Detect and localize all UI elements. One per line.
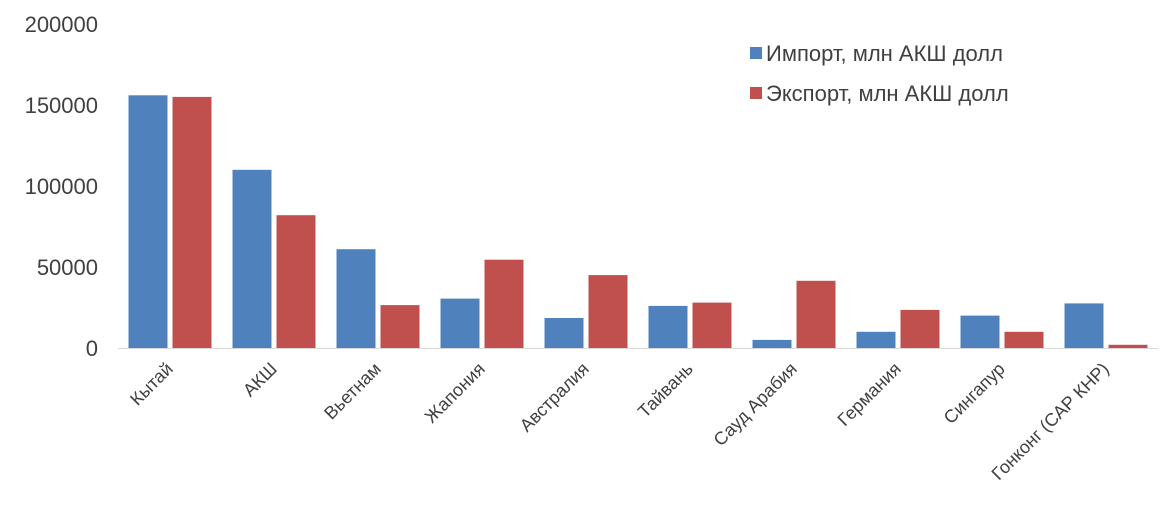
bar-export [484,259,524,348]
y-tick-label: 100000 [25,174,98,199]
bar-import [1064,303,1104,348]
bar-export [588,275,628,348]
bar-export [1004,331,1044,348]
x-tick-label: Вьетнам [320,359,385,424]
x-tick-label: Германия [834,359,905,430]
x-tick-label: Гонконг (САР КНР) [988,359,1113,484]
bar-export [172,96,212,349]
bar-import [960,315,1000,348]
y-tick-label: 150000 [25,93,98,118]
x-tick-label: Австралия [516,359,593,436]
bar-export [796,280,836,348]
x-tick-label: Тайвань [634,359,697,422]
bar-export [900,309,940,348]
x-tick-label: Сауд Арабия [710,359,801,450]
legend-swatch [750,47,762,59]
bar-import [336,249,376,348]
bar-import [544,318,584,348]
bar-import [440,298,480,348]
legend-label: Импорт, млн АКШ долл [766,41,1003,66]
bar-export [692,302,732,348]
legend: Импорт, млн АКШ долл Экспорт, млн АКШ дол… [750,41,1009,106]
bar-import [752,339,792,348]
category-labels: Кытай АКШ Вьетнам Жапония Австралия Тайвань Са… [126,359,1113,484]
y-tick-label: 50000 [37,255,98,280]
bar-import [856,331,896,348]
legend-label: Экспорт, млн АКШ долл [766,81,1009,106]
bar-import [232,169,272,348]
x-tick-label: Кытай [126,359,177,410]
bar-export [380,305,420,348]
bar-export [276,215,316,348]
x-tick-label: Сингапур [940,359,1009,428]
y-tick-label: 200000 [25,12,98,37]
y-tick-label: 0 [86,336,98,361]
bar-import [648,305,688,348]
bars [128,95,1148,349]
bar-import [128,95,168,348]
x-tick-label: АКШ [239,359,281,401]
legend-swatch [750,87,762,99]
bar-export [1108,344,1148,348]
x-tick-label: Жапония [421,359,489,427]
y-axis-ticks: 0 50000 100000 150000 200000 [25,12,98,361]
